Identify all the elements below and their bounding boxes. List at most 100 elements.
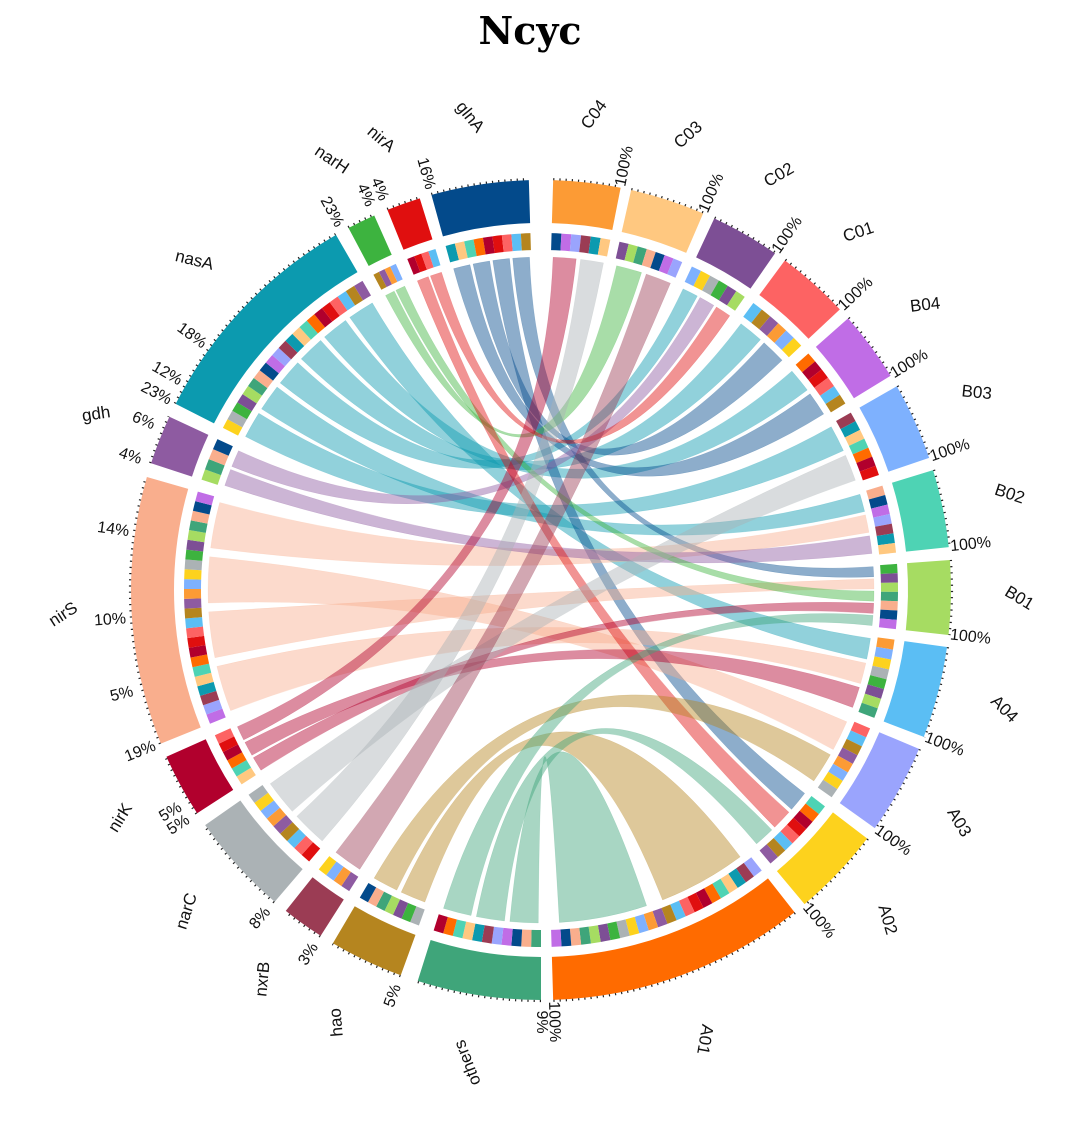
segment-label-c03: C03 [670, 117, 706, 152]
chord-narc-c04 [296, 259, 604, 842]
segment-rim-ticks-nasa [173, 233, 337, 404]
strip-block [185, 549, 204, 561]
strip-block [301, 842, 321, 862]
tick-label: 10% [93, 610, 126, 629]
segment-label-b04: B04 [909, 294, 941, 316]
segment-label-nxrb: nxrB [251, 961, 273, 998]
strip-block [569, 234, 582, 253]
strip-block [658, 255, 674, 275]
strip-block [728, 868, 746, 888]
percent-label-c02: 100% [769, 213, 806, 256]
strip-block [266, 807, 287, 827]
strip-block [253, 370, 274, 389]
segment-label-gdh: gdh [81, 402, 112, 425]
strip-block [326, 861, 344, 881]
chord-glna-b04 [453, 264, 825, 477]
chord-glna-c01 [472, 260, 783, 456]
strip-block [190, 654, 210, 668]
chord-gdh-b02 [224, 469, 873, 564]
strip-block [384, 895, 401, 915]
strip-block [588, 236, 601, 255]
segment-label-nirk: nirK [104, 799, 136, 835]
strip-block [491, 926, 504, 945]
strip-block [678, 896, 695, 917]
strip-block [780, 824, 800, 844]
strip-block [880, 591, 898, 602]
segment-label-nira: nirA [364, 122, 400, 156]
strip-block [462, 921, 476, 941]
strip-block [287, 829, 307, 849]
strip-block [195, 491, 215, 506]
strip-block [856, 456, 876, 472]
segment-gdh [151, 416, 209, 477]
strip-block [337, 291, 356, 311]
strip-block [828, 763, 848, 781]
tick-label: 5% [108, 683, 135, 705]
percent-label-a03: 100% [871, 822, 914, 860]
strip-block [842, 738, 862, 756]
segment-a04 [883, 641, 948, 737]
strip-block [345, 285, 363, 306]
segment-nxrb [285, 877, 344, 936]
chord-nirs-a04 [216, 627, 867, 711]
strip-block [880, 582, 898, 592]
segment-label-c01: C01 [841, 218, 877, 246]
strip-block [531, 929, 541, 947]
strip-block [712, 878, 730, 899]
strip-block [231, 760, 252, 777]
strip-block [872, 656, 892, 670]
segment-nira [387, 198, 433, 250]
strip-block [864, 684, 884, 699]
percent-label-others: 9% [533, 1010, 550, 1033]
segment-b02 [891, 470, 949, 552]
segment-narc [205, 800, 303, 902]
tick-label: 14% [96, 519, 130, 540]
strip-block [759, 316, 779, 336]
strip-block [661, 904, 677, 924]
tick-label: 23% [317, 194, 347, 230]
chord-nasa-c02 [279, 288, 698, 469]
percent-label-c03: 100% [696, 171, 728, 215]
strip-block [766, 837, 786, 858]
segment-rim-ticks-nira [386, 196, 420, 210]
strip-block [850, 721, 871, 738]
strip-block [259, 362, 279, 381]
strip-block [766, 323, 787, 343]
strip-block [248, 785, 269, 803]
strip-block [472, 923, 485, 943]
strip-block [454, 241, 468, 261]
segment-label-b03: B03 [961, 381, 993, 403]
strip-block [588, 925, 601, 944]
strip-block [873, 514, 892, 527]
strip-block [359, 882, 377, 903]
strip-block [633, 246, 647, 266]
percent-label-gdh: 4% [117, 445, 144, 468]
strip-block [445, 243, 459, 263]
strip-block [333, 866, 351, 886]
strip-block [866, 485, 886, 500]
chord-nxrb-c03 [335, 273, 671, 870]
strip-block [511, 928, 523, 947]
strip-block [551, 233, 562, 251]
strip-block [615, 241, 629, 261]
strip-block [551, 929, 562, 947]
strip-block [407, 256, 421, 275]
segment-hao [332, 906, 416, 976]
chord-glna-a02 [492, 258, 806, 810]
strip-block [184, 569, 202, 580]
strip-block [579, 235, 591, 254]
strip-block [185, 617, 203, 629]
strip-block [825, 394, 846, 413]
percent-label-hao: 5% [381, 982, 405, 1010]
segment-rim-ticks-c03 [631, 187, 705, 214]
percent-label-c04: 100% [612, 144, 637, 187]
strip-block [787, 817, 807, 837]
chord-hao-a01 [400, 731, 741, 903]
strip-block [634, 914, 649, 934]
segment-b01 [905, 559, 951, 635]
strip-block [378, 269, 392, 288]
strip-block [314, 308, 333, 328]
strip-block [859, 465, 879, 481]
strip-block [684, 266, 702, 287]
strip-block [248, 378, 268, 396]
